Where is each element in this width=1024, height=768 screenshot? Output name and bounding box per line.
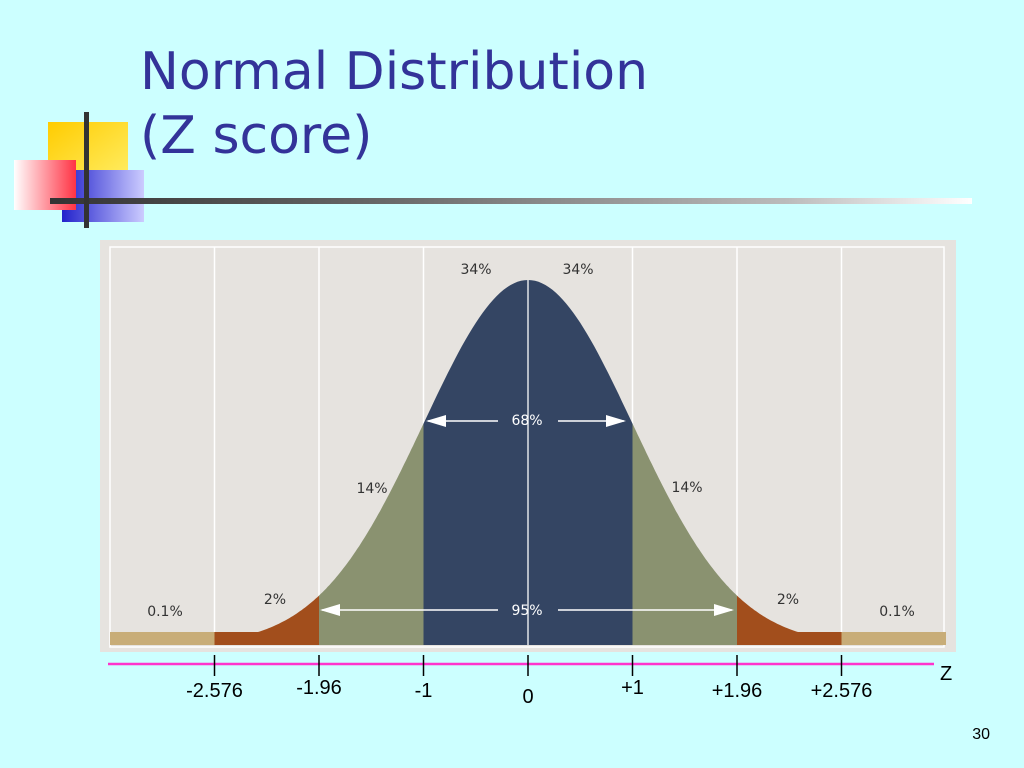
band-left-third [214,595,319,645]
band-left-second [319,423,424,645]
z-tick-label: -1.96 [296,677,342,699]
z-tick-label: +2.576 [811,680,873,702]
z-axis-label: Z [940,663,952,685]
band-right-second [632,423,737,645]
z-tick-label: -2.576 [186,680,243,702]
two-sd-label: 95% [511,603,542,619]
band-right-third [737,595,842,645]
slide-title: Normal Distribution (Z score) [140,40,648,168]
percent-label-right-second: 14% [671,480,702,496]
percent-label-right-outer: 0.1% [879,604,915,620]
arrowhead-right-icon [606,415,626,427]
z-tick-label: -1 [415,680,433,702]
two-sd-arrow: 95% [320,603,734,619]
slide-title-line-1: Normal Distribution [140,42,649,102]
percent-label-left-outer: 0.1% [147,604,183,620]
percent-label-left-center: 34% [460,262,491,278]
arrowhead-left-icon [320,604,340,616]
title-underline [50,198,972,204]
decorative-squares-icon [14,122,144,222]
decorative-vertical-line [84,112,89,228]
z-tick-label: +1.96 [712,680,763,702]
percent-label-right-center: 34% [562,262,593,278]
band-left-outer [110,632,215,645]
percent-label-right-third: 2% [777,592,799,608]
one-sd-arrow: 68% [426,413,626,429]
slide-title-line-2: (Z score) [140,106,373,166]
slide-number: 30 [972,726,990,743]
arrowhead-left-icon [426,415,446,427]
percent-label-left-second: 14% [356,481,387,497]
z-tick-label: 0 [522,686,533,708]
one-sd-label: 68% [511,413,542,429]
z-tick-label: +1 [621,677,644,699]
arrowhead-right-icon [714,604,734,616]
z-axis-ticks: -2.576 -1.96 -1 0 +1 +1.96 +2.576 [186,655,872,708]
band-right-outer [841,632,946,645]
percent-label-left-third: 2% [264,592,286,608]
